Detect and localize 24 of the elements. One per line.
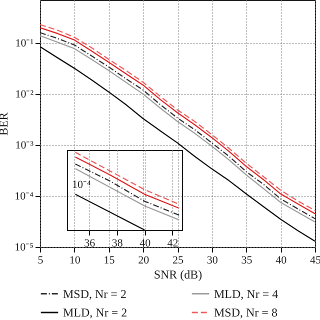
y-tick-label: 10⁻⁵ — [14, 242, 34, 254]
y-tick-label: 10⁻² — [15, 88, 34, 101]
x-tick-label: 36 — [84, 238, 96, 250]
x-tick-label: 5 — [38, 254, 44, 266]
annotation: 10⁻⁴ — [72, 179, 91, 191]
x-axis-title: SNR (dB) — [154, 268, 202, 282]
x-tick-label: 30 — [206, 254, 218, 266]
x-tick-label: 15 — [104, 254, 116, 266]
x-tick-label: 38 — [112, 238, 124, 250]
legend-label: MLD, Nr = 2 — [63, 306, 128, 320]
legend-label: MSD, Nr = 8 — [214, 306, 278, 320]
y-tick-label: 10⁻³ — [15, 140, 34, 152]
x-tick-label: 10 — [69, 254, 81, 266]
x-tick-label: 40 — [276, 254, 288, 266]
x-tick-label: 42 — [167, 238, 178, 250]
y-tick-label: 10⁻¹ — [15, 38, 34, 50]
y-tick-label: 10⁻⁴ — [14, 190, 34, 203]
legend-label: MSD, Nr = 2 — [63, 286, 126, 301]
x-tick-label: 25 — [172, 254, 184, 266]
x-tick-label: 35 — [241, 254, 253, 266]
x-tick-label: 20 — [138, 254, 150, 266]
x-tick-label: 40 — [140, 238, 152, 250]
legend-label: MLD, Nr = 4 — [214, 286, 278, 301]
y-axis-title: BER — [0, 112, 11, 136]
